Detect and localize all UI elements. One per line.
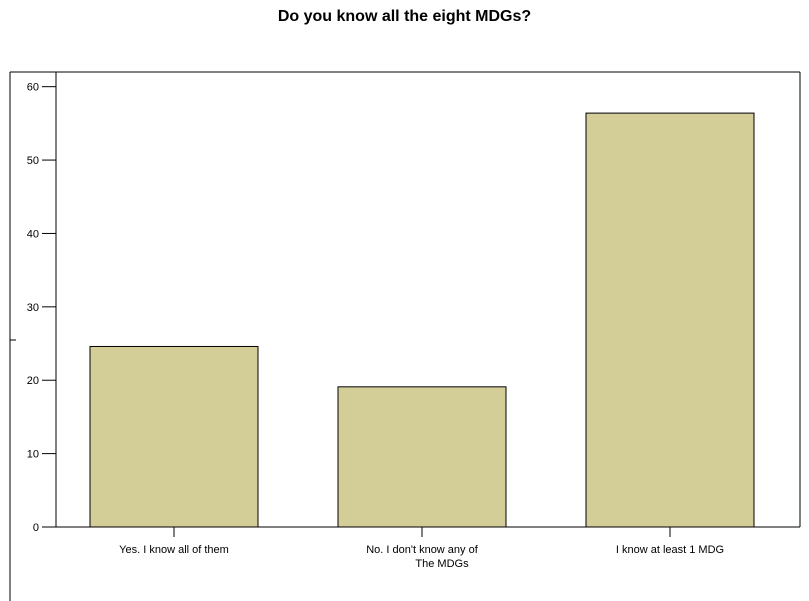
y-tick-label: 10 — [27, 449, 39, 461]
y-tick-label: 0 — [33, 522, 39, 534]
y-tick-label: 30 — [27, 302, 39, 314]
x-axis: Yes. I know all of them No. I don't know … — [56, 526, 800, 570]
x-tick-label: Yes. I know all of them — [119, 544, 229, 556]
bar — [585, 112, 755, 528]
x-tick-label: No. I don't know any of The MDGs — [366, 544, 478, 570]
plot-frame — [9, 71, 801, 601]
x-tick-label: I know at least 1 MDG — [616, 544, 724, 556]
bar — [89, 345, 259, 528]
bar — [337, 386, 507, 528]
y-tick-label: 50 — [27, 155, 39, 167]
y-tick-label: 20 — [27, 375, 39, 387]
y-axis: 0 10 20 30 40 50 60 — [27, 72, 57, 534]
y-tick-label: 40 — [27, 228, 39, 240]
y-tick-label: 60 — [27, 82, 39, 94]
bars — [89, 112, 755, 528]
chart-title: Do you know all the eight MDGs? — [277, 8, 532, 25]
